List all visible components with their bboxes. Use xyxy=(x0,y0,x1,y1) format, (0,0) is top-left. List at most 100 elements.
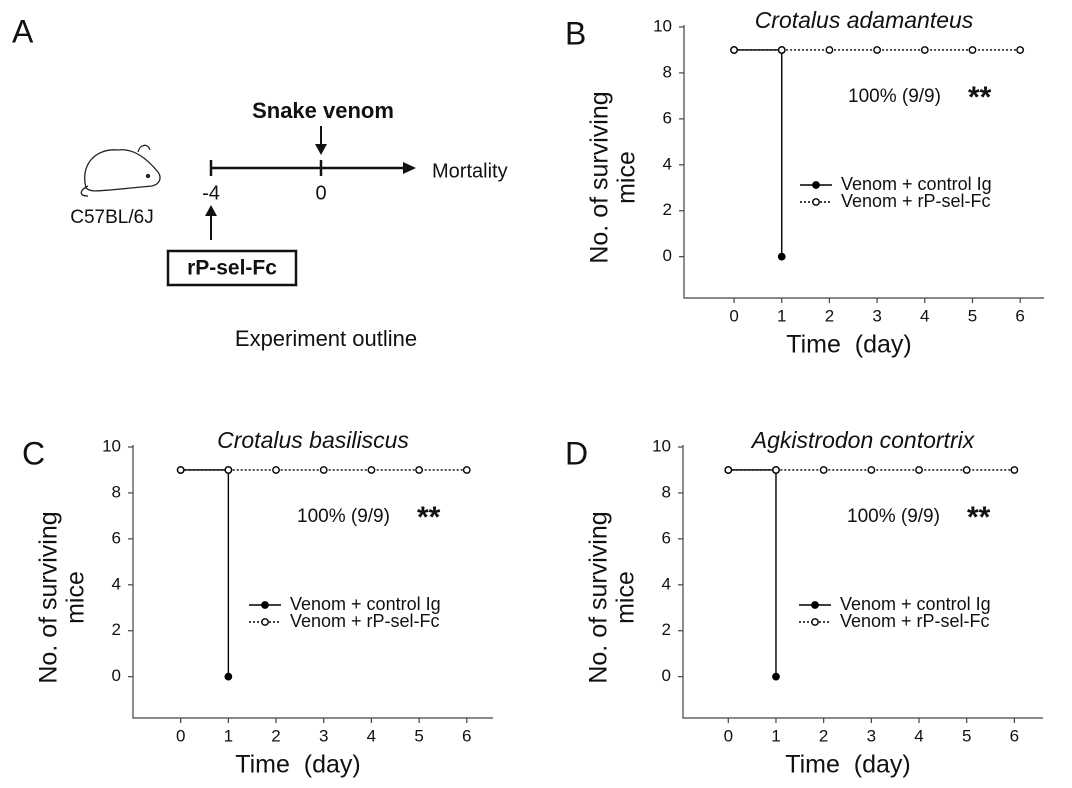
x-tick-label: 6 xyxy=(1015,306,1024,325)
panel-label: A xyxy=(12,13,34,49)
y-tick-label: 6 xyxy=(112,528,121,547)
legend-marker xyxy=(812,198,820,206)
data-point xyxy=(962,466,971,474)
chart-title: Crotalus basiliscus xyxy=(217,427,409,453)
panel-label: B xyxy=(565,15,586,51)
data-point xyxy=(1016,46,1025,54)
x-tick-label: 4 xyxy=(920,306,929,325)
y-tick-label: 4 xyxy=(662,574,671,593)
event-label: Snake venom xyxy=(252,98,394,123)
panel-label: C xyxy=(22,435,45,471)
chart: B Crotalus adamanteus 0 2 4 6 8 10 0 1 2 3 4 5 6 Time (… xyxy=(565,7,1044,359)
legend-marker xyxy=(261,601,269,609)
data-point xyxy=(1010,466,1019,474)
x-tick-label: 2 xyxy=(271,726,280,745)
y-axis-label: mice xyxy=(613,151,641,204)
caption: Experiment outline xyxy=(235,326,417,351)
mouse-label: C57BL/6J xyxy=(70,207,153,228)
x-tick-label: 4 xyxy=(367,726,376,745)
data-point xyxy=(777,252,786,261)
data-point xyxy=(777,46,786,54)
y-tick-label: 10 xyxy=(652,436,671,455)
x-tick-label: 2 xyxy=(825,306,834,325)
axis xyxy=(682,445,1043,719)
y-tick-label: 6 xyxy=(662,528,671,547)
x-tick-label: 5 xyxy=(968,306,977,325)
x-axis-label: Time (day) xyxy=(785,751,910,779)
data-point xyxy=(873,46,882,54)
data-point xyxy=(319,466,328,474)
x-tick-label: 1 xyxy=(224,726,233,745)
x-tick-label: 0 xyxy=(729,306,738,325)
y-tick-label: 2 xyxy=(112,620,121,639)
data-point xyxy=(867,466,876,474)
y-tick-label: 8 xyxy=(662,482,671,501)
y-tick-label: 8 xyxy=(112,482,121,501)
x-tick-label: 4 xyxy=(914,726,923,745)
x-tick-label: 1 xyxy=(777,306,786,325)
data-point xyxy=(968,46,977,54)
y-axis-label: No. of surviving xyxy=(35,511,63,683)
x-axis-label: Time (day) xyxy=(235,751,360,779)
data-point xyxy=(415,466,423,474)
data-point xyxy=(224,672,233,681)
y-tick-label: 0 xyxy=(112,666,121,685)
chart-title: Crotalus adamanteus xyxy=(755,7,974,33)
x-tick-label: 1 xyxy=(771,726,780,745)
panel-label: D xyxy=(565,435,588,471)
arrow-head xyxy=(205,205,217,216)
data-point xyxy=(176,466,185,474)
mouse-icon xyxy=(80,144,161,197)
data-point xyxy=(367,466,376,474)
x-tick-label: 3 xyxy=(319,726,328,745)
x-axis-label: Time (day) xyxy=(786,331,911,359)
legend-label: Venom + rP-sel-Fc xyxy=(841,191,991,211)
x-tick-label: 3 xyxy=(867,726,876,745)
data-point xyxy=(772,672,780,681)
significance: ** xyxy=(417,501,441,534)
y-tick-label: 2 xyxy=(662,620,671,639)
chart-title: Agkistrodon contortrix xyxy=(750,427,976,453)
x-tick-label: 5 xyxy=(414,726,423,745)
x-tick-label: 2 xyxy=(819,726,828,745)
legend-marker xyxy=(811,601,819,609)
x-tick-label: 6 xyxy=(462,726,471,745)
data-point xyxy=(724,466,733,474)
y-tick-label: 6 xyxy=(663,108,672,127)
y-tick-label: 10 xyxy=(102,436,121,455)
annotation: 100% (9/9) xyxy=(847,506,940,527)
legend-label: Venom + rP-sel-Fc xyxy=(840,611,990,631)
legend-label: Venom + control Ig xyxy=(840,594,991,614)
arrow-head xyxy=(403,162,416,174)
arrow-head xyxy=(315,144,327,155)
significance: ** xyxy=(967,501,991,534)
chart: D Agkistrodon contortrix 0 2 4 6 8 10 0 1 2 3 4 5 6 Tim… xyxy=(565,427,1043,779)
y-tick-label: 4 xyxy=(112,574,121,593)
data-point xyxy=(462,466,471,474)
data-point xyxy=(819,466,828,474)
legend-label: Venom + rP-sel-Fc xyxy=(290,611,440,631)
data-point xyxy=(920,46,929,54)
significance: ** xyxy=(968,81,992,114)
legend-label: Venom + control Ig xyxy=(290,594,441,614)
y-tick-label: 0 xyxy=(662,666,671,685)
y-tick-label: 0 xyxy=(663,246,672,265)
timeline-label: -4 xyxy=(202,182,220,204)
annotation: 100% (9/9) xyxy=(297,506,390,527)
chart: C Crotalus basiliscus 0 2 4 6 8 10 0 1 2 3 4 5 6 Time (… xyxy=(22,427,493,779)
axis xyxy=(683,25,1044,299)
data-point xyxy=(772,466,780,474)
legend-marker xyxy=(811,618,819,626)
x-tick-label: 0 xyxy=(724,726,733,745)
y-tick-label: 10 xyxy=(653,16,672,35)
data-point xyxy=(825,46,834,54)
x-tick-label: 3 xyxy=(872,306,881,325)
x-tick-label: 5 xyxy=(962,726,971,745)
y-axis-label: No. of surviving xyxy=(586,91,614,263)
data-point xyxy=(224,466,233,474)
y-axis-label: mice xyxy=(612,571,640,624)
y-tick-label: 8 xyxy=(663,62,672,81)
y-tick-label: 4 xyxy=(663,154,672,173)
y-tick-label: 2 xyxy=(663,200,672,219)
